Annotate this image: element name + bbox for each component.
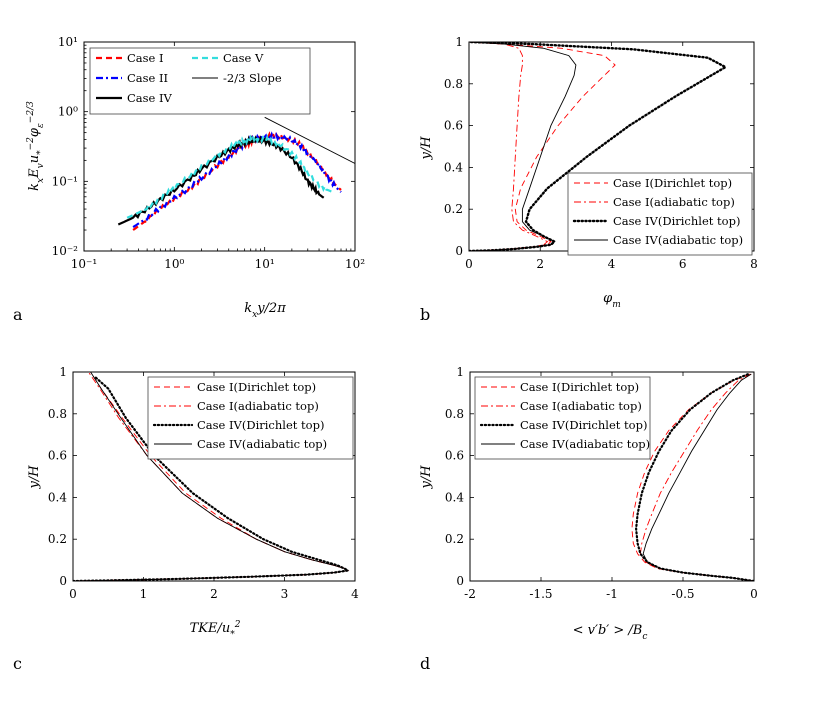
panel-c-xtick-label: 1 xyxy=(140,587,148,601)
panel-c-xtick-label: 2 xyxy=(210,587,218,601)
panel-b-ylabel: y/H xyxy=(419,136,434,161)
panel-b-ytick-label: 0.2 xyxy=(444,202,463,216)
panel-c: c 0 1 2 3 4 0 0.2 0.4 0.6 0.8 1 Case I(Dirichlet to… xyxy=(13,365,359,673)
panel-a-ytick-label: 10⁻² xyxy=(52,244,79,258)
panel-d-legend-label: Case IV(adiabatic top) xyxy=(520,437,650,451)
panel-a-legend xyxy=(89,47,311,115)
panel-a-legend-label: Case I xyxy=(127,51,164,65)
panel-b-ytick-label: 0 xyxy=(455,244,463,258)
panel-b-series-line xyxy=(469,42,549,251)
panel-c-legend-label: Case IV(adiabatic top) xyxy=(197,437,327,451)
panel-c-legend-label: Case I(Dirichlet top) xyxy=(197,380,316,394)
panel-d-xtick-label: -2 xyxy=(464,587,476,601)
panel-c-xtick-label: 3 xyxy=(281,587,289,601)
panel-d-xtick-label: -0.5 xyxy=(671,587,694,601)
panel-b-legend-label: Case I(Dirichlet top) xyxy=(613,176,732,190)
panel-b-ytick-label: 1 xyxy=(455,35,463,49)
panel-d-ylabel: y/H xyxy=(419,465,434,490)
panel-b-plot: 0 2 4 6 8 0 0.2 0.4 0.6 0.8 1 Case I(Dirichlet top)… xyxy=(444,35,758,271)
panel-b-series-line xyxy=(469,42,616,251)
panel-b-legend-label: Case IV(adiabatic top) xyxy=(613,233,743,247)
panel-b-xtick-label: 2 xyxy=(536,257,544,271)
panel-b-ytick-label: 0.8 xyxy=(444,77,463,91)
panel-d-ytick-label: 0.6 xyxy=(445,449,464,463)
panel-c-legend xyxy=(147,376,354,460)
panel-a-series-line xyxy=(132,131,342,229)
panel-d-series-line xyxy=(642,373,754,581)
panel-d-legend-label: Case IV(Dirichlet top) xyxy=(520,418,647,432)
panel-b-legend-label: Case IV(Dirichlet top) xyxy=(613,214,740,228)
panel-d-series-line xyxy=(634,373,754,581)
panel-c-legend-label: Case IV(Dirichlet top) xyxy=(197,418,324,432)
panel-b: b 0 2 4 6 8 0 0.2 0.4 0.6 0.8 1 Case I(Dirichlet to… xyxy=(419,35,758,324)
panel-d-letter: d xyxy=(420,654,430,673)
panel-d-legend-label: Case I(adiabatic top) xyxy=(520,399,642,413)
panel-c-xtick-label: 0 xyxy=(69,587,77,601)
panel-a-xlabel: kxy/2π xyxy=(244,301,286,320)
panel-b-letter: b xyxy=(420,305,430,324)
panel-d-legend xyxy=(474,376,651,460)
panel-c-xlabel: TKE/u*2 xyxy=(190,620,241,640)
panel-a-series-line xyxy=(117,135,325,226)
panel-d-xlabel: < v′b′ > /Bc xyxy=(573,623,648,642)
panel-c-letter: c xyxy=(13,654,22,673)
panel-c-legend-label: Case I(adiabatic top) xyxy=(197,399,319,413)
panel-a-series-line xyxy=(126,133,336,219)
panel-c-ytick-label: 1 xyxy=(59,365,67,379)
panel-b-legend xyxy=(567,172,753,256)
panel-c-ytick-label: 0.8 xyxy=(48,407,67,421)
panel-c-xtick-label: 4 xyxy=(351,587,359,601)
panel-d: d -2 -1.5 -1 -0.5 0 0 0.2 0.4 0.6 0.8 1 Case I(Diri… xyxy=(419,365,758,673)
panel-d-plot: -2 -1.5 -1 -0.5 0 0 0.2 0.4 0.6 0.8 1 Case I(Dirich… xyxy=(445,365,758,601)
panel-a-ytick-label: 10¹ xyxy=(58,35,78,49)
panel-d-xtick-label: 0 xyxy=(750,587,758,601)
panel-b-xtick-label: 4 xyxy=(608,257,616,271)
panel-d-ytick-label: 0.8 xyxy=(445,407,464,421)
panel-a-series-line xyxy=(264,116,355,164)
panel-a-xtick-label: 10⁰ xyxy=(164,257,184,271)
panel-a-legend-label: Case II xyxy=(127,71,168,85)
panel-a-ytick-label: 10⁰ xyxy=(58,105,78,119)
panel-b-series-line xyxy=(469,42,577,251)
panel-a-ylabel: kxEvu*−2φε−2/3 xyxy=(26,101,46,191)
panel-a-axes-frame xyxy=(83,41,356,252)
panel-b-xtick-label: 6 xyxy=(679,257,687,271)
panel-b-xlabel: φm xyxy=(603,291,621,310)
panel-a-legend-label: -2/3 Slope xyxy=(223,71,282,85)
panel-b-legend-label: Case I(adiabatic top) xyxy=(613,195,735,209)
panel-a-ytick-label: 10⁻¹ xyxy=(52,174,78,188)
panel-c-ytick-label: 0.6 xyxy=(48,449,67,463)
panel-a-letter: a xyxy=(13,305,23,324)
panel-c-ytick-label: 0 xyxy=(59,574,67,588)
panel-c-ytick-label: 0.2 xyxy=(48,532,67,546)
panel-b-xtick-label: 8 xyxy=(750,257,758,271)
panel-d-xtick-label: -1 xyxy=(606,587,618,601)
panel-d-series-line xyxy=(639,373,754,581)
panel-c-series-line xyxy=(73,372,350,581)
panel-b-ytick-label: 0.6 xyxy=(444,119,463,133)
panel-d-ytick-label: 1 xyxy=(456,365,464,379)
panel-d-ytick-label: 0 xyxy=(456,574,464,588)
panel-c-plot: 0 1 2 3 4 0 0.2 0.4 0.6 0.8 1 Case I(Dirichlet top)… xyxy=(48,365,359,601)
panel-c-ytick-label: 0.4 xyxy=(48,490,67,504)
panel-d-legend-label: Case I(Dirichlet top) xyxy=(520,380,639,394)
panel-a-legend-label: Case V xyxy=(223,51,264,65)
panel-a-xtick-label: 10² xyxy=(345,257,365,271)
panel-a-xtick-label: 10⁻¹ xyxy=(71,257,97,271)
panel-d-ytick-label: 0.4 xyxy=(445,490,464,504)
panel-b-ytick-label: 0.4 xyxy=(444,160,463,174)
panel-a-xtick-label: 10¹ xyxy=(255,257,275,271)
panel-a-legend-label: Case IV xyxy=(127,91,173,105)
panel-d-ytick-label: 0.2 xyxy=(445,532,464,546)
panel-b-xtick-label: 0 xyxy=(465,257,473,271)
panel-c-ylabel: y/H xyxy=(27,465,42,490)
panel-d-xtick-label: -1.5 xyxy=(529,587,552,601)
